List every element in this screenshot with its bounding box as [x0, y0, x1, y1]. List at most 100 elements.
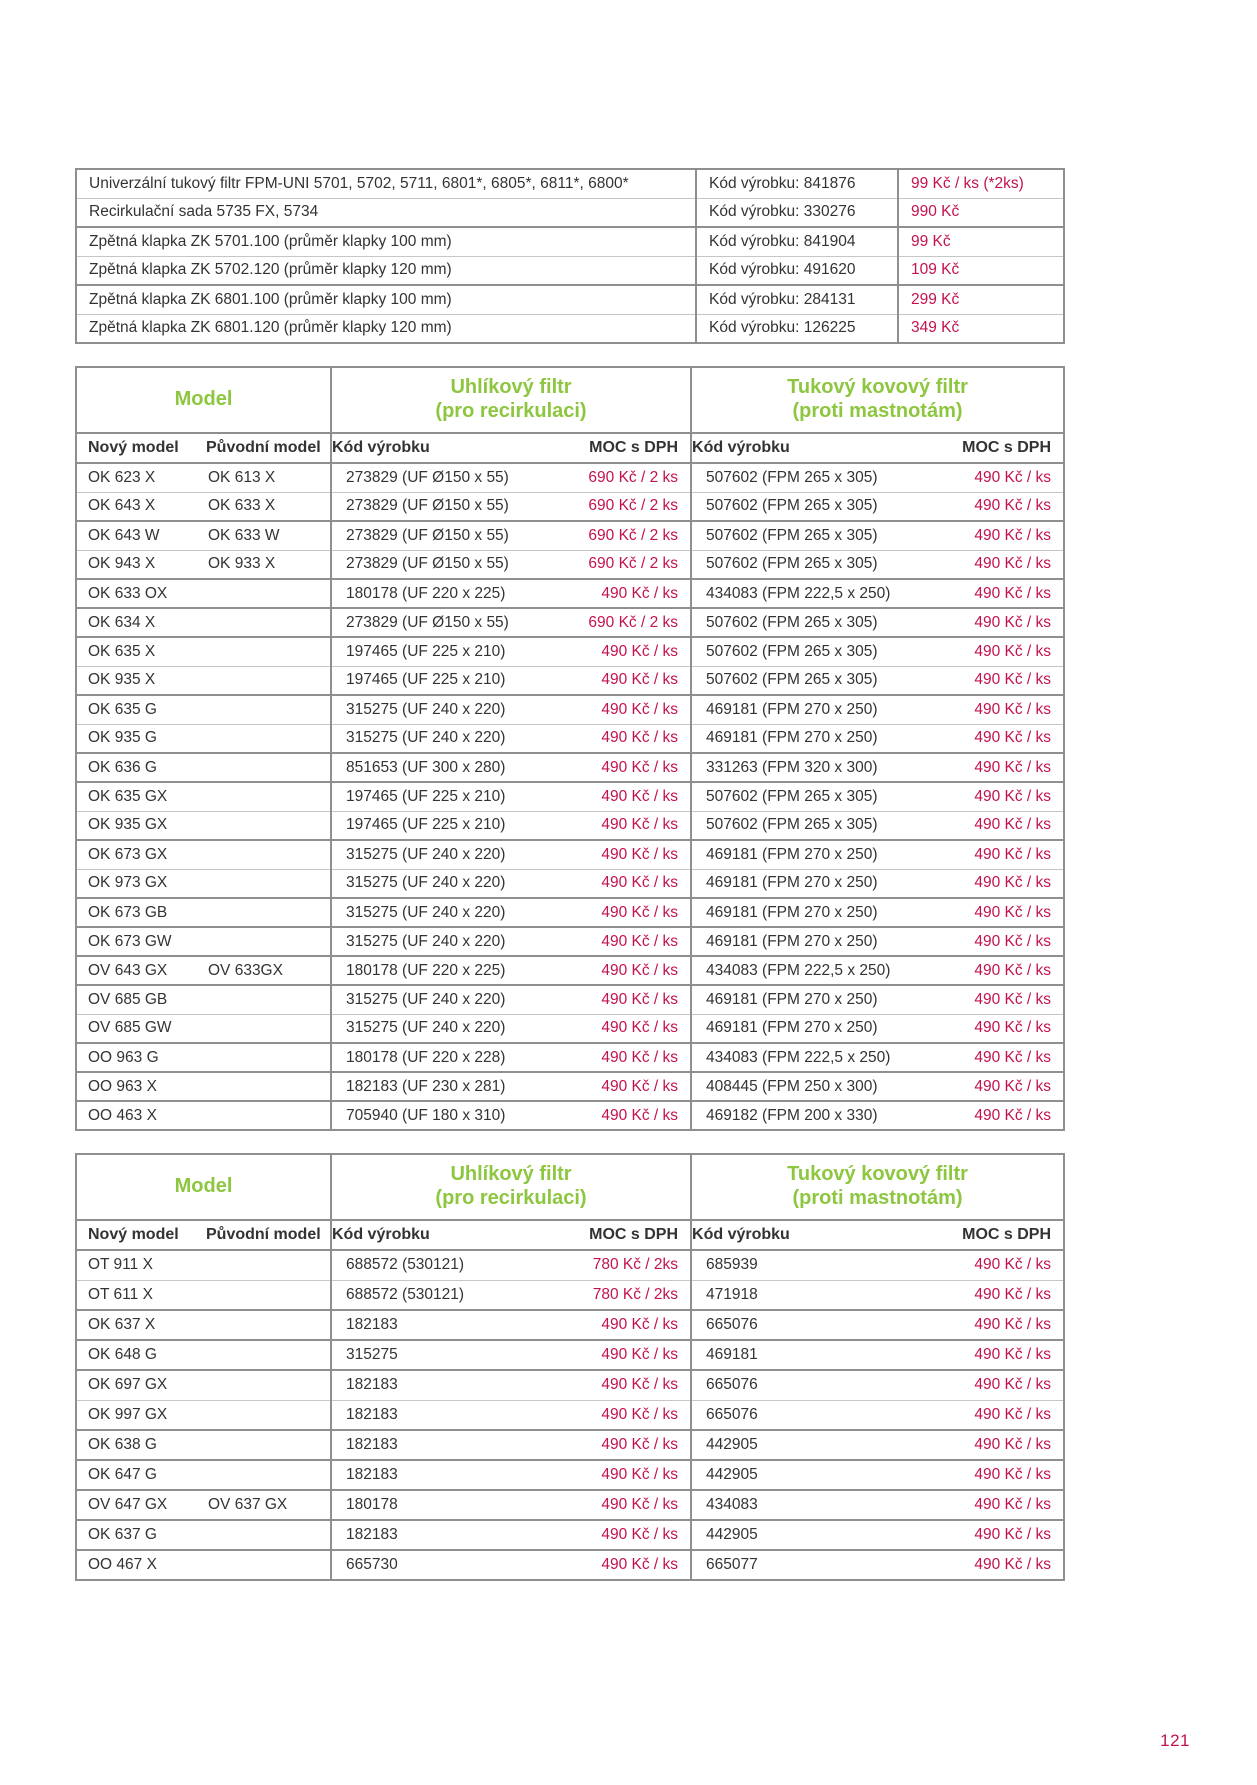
old-model-cell [206, 752, 331, 782]
table-row: OK 935 G 315275 (UF 240 x 220) 490 Kč / ks… [76, 723, 1065, 753]
code2-cell: 507602 (FPM 265 x 305) [690, 781, 922, 811]
filters-table-upper: Model Uhlíkový filtr (pro recirkulaci) T… [75, 366, 1066, 1131]
table-row: OK 635 X 197465 (UF 225 x 210) 490 Kč / ks… [76, 636, 1065, 666]
price2-cell: 490 Kč / ks [921, 636, 1065, 666]
grease-filter-title: Tukový kovový filtr [787, 1163, 968, 1186]
new-model-cell: OK 637 X [76, 1309, 206, 1340]
code-cell: 688572 (530121) [330, 1250, 541, 1280]
old-model-cell [206, 984, 331, 1014]
new-model-cell: OK 673 GB [76, 897, 206, 927]
grease-filter-subtitle: (proti mastnotám) [792, 1187, 963, 1209]
code2-cell: 469181 [690, 1339, 922, 1370]
old-model-cell: OK 613 X [208, 468, 276, 486]
code-cell: 315275 (UF 240 x 220) [330, 984, 541, 1014]
price2-cell: 490 Kč / ks [921, 665, 1065, 695]
code-cell: 182183 (UF 230 x 281) [330, 1071, 541, 1101]
code-cell: 315275 [330, 1339, 541, 1370]
old-model-cell [206, 810, 331, 840]
code-cell: Kód výrobku: 126225 [695, 313, 898, 343]
old-model-cell [206, 839, 331, 869]
grease-price-column-header: MOC s DPH [921, 433, 1065, 464]
code2-cell: 469181 (FPM 270 x 250) [690, 926, 922, 956]
carbon-price-column-header: MOC s DPH [541, 1220, 692, 1251]
price-cell: 490 Kč / ks [541, 1042, 692, 1072]
price-cell: 490 Kč / ks [541, 1339, 692, 1370]
grease-filter-title: Tukový kovový filtr [787, 376, 968, 399]
new-model-cell: OV 647 GX [76, 1489, 206, 1520]
price-cell: 99 Kč [897, 226, 1064, 256]
price2-cell: 490 Kč / ks [921, 1399, 1065, 1430]
table-row: Univerzální tukový filtr FPM-UNI 5701, 5… [76, 169, 1064, 198]
table-row: OK 643 W OK 633 W 273829 (UF Ø150 x 55) 690… [76, 520, 1065, 550]
new-model-cell: OK 647 G [76, 1459, 206, 1490]
code2-cell: 469181 (FPM 270 x 250) [690, 897, 922, 927]
table-row: OO 963 X 182183 (UF 230 x 281) 490 Kč / ks… [76, 1071, 1065, 1101]
grease-price-column-header: MOC s DPH [921, 1220, 1065, 1251]
price2-cell: 490 Kč / ks [921, 897, 1065, 927]
new-model-cell: OK 973 GX [76, 868, 206, 898]
price2-cell: 490 Kč / ks [921, 491, 1065, 521]
table-row: Zpětná klapka ZK 5702.120 (průměr klapky… [76, 255, 1064, 285]
old-model-cell [206, 1369, 331, 1400]
price-cell: 490 Kč / ks [541, 781, 692, 811]
carbon-filter-section-header: Uhlíkový filtr (pro recirkulaci) [329, 367, 692, 434]
code-cell: 705940 (UF 180 x 310) [330, 1100, 541, 1130]
price-cell: 690 Kč / 2 ks [541, 549, 692, 579]
new-model-cell: OV 643 GX [76, 955, 206, 985]
price-cell: 490 Kč / ks [541, 897, 692, 927]
new-model-cell: OK 997 GX [76, 1399, 206, 1430]
grease-code-column-header: Kód výrobku [690, 1220, 922, 1251]
price2-cell: 490 Kč / ks [921, 723, 1065, 753]
code2-cell: 469181 (FPM 270 x 250) [690, 984, 922, 1014]
name-cell: Recirkulační sada 5735 FX, 5734 [76, 197, 696, 227]
code-cell: 182183 [330, 1519, 541, 1550]
carbon-filter-title: Uhlíkový filtr [450, 376, 572, 399]
old-model-cell: OV 633GX [206, 955, 331, 985]
price2-cell: 490 Kč / ks [921, 984, 1065, 1014]
price2-cell: 490 Kč / ks [921, 810, 1065, 840]
price2-cell: 490 Kč / ks [921, 1549, 1065, 1580]
old-model-cell [206, 926, 331, 956]
code-cell: Kód výrobku: 330276 [695, 197, 898, 227]
section-header-row: Model Uhlíkový filtr (pro recirkulaci) T… [76, 367, 1065, 434]
code-cell: 273829 (UF Ø150 x 55) [330, 463, 541, 492]
new-model-cell: OO 467 X [76, 1549, 206, 1580]
table-row: OT 611 X 688572 (530121) 780 Kč / 2ks 47191… [76, 1279, 1065, 1310]
old-model-cell [206, 897, 331, 927]
price-cell: 349 Kč [897, 313, 1064, 343]
code2-cell: 469181 (FPM 270 x 250) [690, 694, 922, 724]
table-row: OO 467 X 665730 490 Kč / ks 665077 490 Kč / … [76, 1549, 1065, 1580]
code2-cell: 507602 (FPM 265 x 305) [690, 549, 922, 579]
name-cell: Univerzální tukový filtr FPM-UNI 5701, 5… [89, 174, 629, 192]
table-row: OV 643 GX OV 633GX 180178 (UF 220 x 225) 49… [76, 955, 1065, 985]
new-model-cell: OO 463 X [76, 1100, 206, 1130]
price-cell: 690 Kč / 2 ks [541, 520, 692, 550]
model-section-header: Model [76, 1154, 331, 1221]
price2-cell: 490 Kč / ks [921, 1489, 1065, 1520]
old-model-cell [206, 1013, 331, 1043]
price-cell: 690 Kč / 2 ks [541, 607, 692, 637]
old-model-column-header: Původní model [206, 1220, 331, 1251]
accessories-table-body: Univerzální tukový filtr FPM-UNI 5701, 5… [76, 169, 1064, 343]
code-cell: 315275 (UF 240 x 220) [330, 694, 541, 724]
new-model-cell: OK 935 X [76, 665, 206, 695]
old-model-cell: OK 933 X [206, 549, 331, 579]
section-header-row: Model Uhlíkový filtr (pro recirkulaci) T… [76, 1154, 1065, 1221]
carbon-code-column-header: Kód výrobku [330, 1220, 541, 1251]
column-header-row: Nový model Původní model Kód výrobku MOC… [76, 1220, 1065, 1251]
code2-cell: 507602 (FPM 265 x 305) [690, 607, 922, 637]
old-model-cell [206, 665, 331, 695]
price-cell: 490 Kč / ks [541, 1459, 692, 1490]
price2-cell: 490 Kč / ks [921, 549, 1065, 579]
price-cell: 490 Kč / ks [541, 984, 692, 1014]
table-row: OK 643 X OK 633 X 273829 (UF Ø150 x 55) 690… [76, 491, 1065, 521]
price-cell: 990 Kč [897, 197, 1064, 227]
new-model-cell: OK 633 OX [76, 578, 206, 608]
price-cell: 490 Kč / ks [541, 694, 692, 724]
old-model-cell: OK 633 W [206, 520, 331, 550]
price2-cell: 490 Kč / ks [921, 1071, 1065, 1101]
name-cell: Zpětná klapka ZK 5702.120 (průměr klapky… [76, 255, 696, 285]
price-cell: 490 Kč / ks [541, 1369, 692, 1400]
table-row: OK 634 X 273829 (UF Ø150 x 55) 690 Kč / 2 … [76, 607, 1065, 637]
price-cell: 109 Kč [897, 255, 1064, 285]
